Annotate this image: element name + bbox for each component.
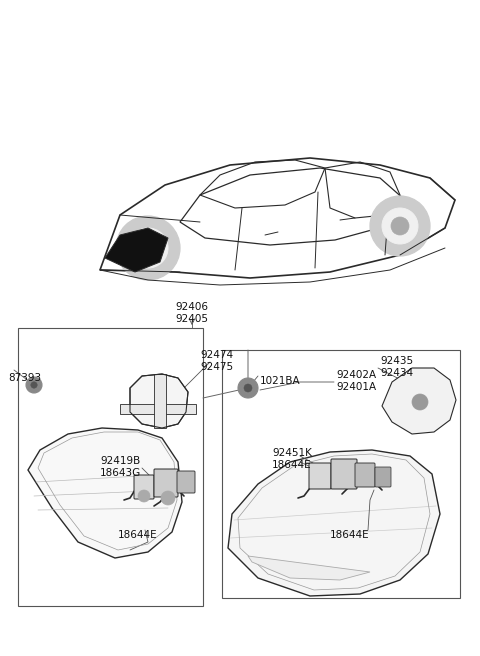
Circle shape (26, 377, 42, 393)
Text: 92435: 92435 (380, 356, 413, 366)
Circle shape (161, 491, 175, 505)
Text: 1021BA: 1021BA (260, 376, 300, 386)
Circle shape (138, 238, 158, 258)
Circle shape (128, 228, 168, 268)
Text: 87393: 87393 (8, 373, 41, 383)
Bar (18, 328, 203, 606)
Text: 92434: 92434 (380, 368, 413, 378)
Circle shape (412, 394, 428, 410)
Text: 92474: 92474 (200, 350, 233, 360)
FancyBboxPatch shape (177, 471, 195, 493)
Circle shape (391, 217, 409, 235)
Polygon shape (105, 228, 168, 272)
Text: 92401A: 92401A (336, 382, 376, 392)
Text: 92475: 92475 (200, 362, 233, 372)
Text: 92402A: 92402A (336, 370, 376, 380)
Circle shape (31, 382, 37, 388)
FancyBboxPatch shape (309, 463, 331, 489)
Polygon shape (382, 368, 456, 434)
Text: 18644E: 18644E (272, 460, 312, 470)
Text: 92405: 92405 (175, 314, 208, 324)
Text: 92419B: 92419B (100, 456, 140, 466)
Polygon shape (130, 374, 188, 428)
FancyBboxPatch shape (375, 467, 391, 487)
FancyBboxPatch shape (331, 459, 357, 489)
Text: 18644E: 18644E (118, 530, 157, 540)
FancyBboxPatch shape (355, 463, 375, 487)
Circle shape (138, 490, 150, 502)
Circle shape (244, 384, 252, 392)
Text: 92406: 92406 (175, 302, 208, 312)
FancyBboxPatch shape (154, 469, 178, 497)
Polygon shape (248, 556, 370, 580)
Text: 92451K: 92451K (272, 448, 312, 458)
Text: 18643G: 18643G (100, 468, 141, 478)
Polygon shape (154, 374, 166, 428)
Circle shape (116, 216, 180, 280)
Polygon shape (228, 450, 440, 596)
Circle shape (238, 378, 258, 398)
FancyBboxPatch shape (134, 475, 154, 499)
Polygon shape (120, 404, 196, 414)
Circle shape (382, 208, 418, 244)
Polygon shape (28, 428, 182, 558)
Text: 18644E: 18644E (330, 530, 370, 540)
Circle shape (370, 196, 430, 256)
